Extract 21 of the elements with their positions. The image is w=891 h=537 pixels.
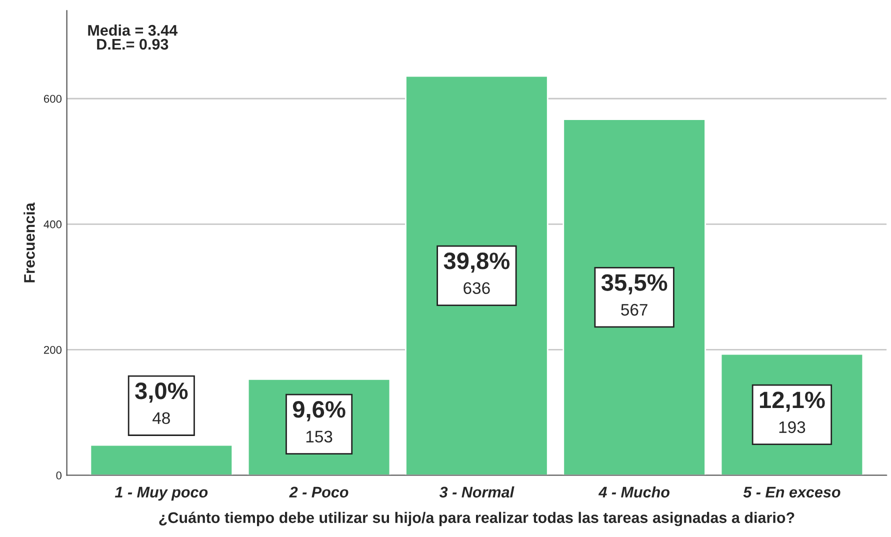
text: 12,1% 193 (760, 392, 825, 434)
y-axis-title: Frecuencia (24, 202, 35, 282)
x-tick-label: 3 - Normal (439, 486, 514, 498)
bar (90, 444, 234, 476)
text: 3,0% 48 (135, 382, 188, 424)
y-tick-label: 400 (44, 220, 62, 228)
text: 9,6% 153 (292, 401, 346, 443)
x-tick-label: 2 - Poco (289, 486, 348, 498)
y-tick-label: 0 (56, 472, 62, 480)
y-tick-label: 200 (44, 346, 62, 354)
x-tick-label: 4 - Mucho (598, 486, 670, 498)
bar (405, 75, 548, 476)
bar (562, 118, 706, 476)
annotation: Media = 3.44 (88, 24, 178, 36)
x-tick-label: 1 - Muy poco (114, 486, 208, 501)
text: 39,8% 636 (444, 252, 510, 294)
y-tick-label: 600 (44, 94, 62, 103)
x-axis-title: ¿Cuánto tiempo debe utilizar su hijo/a para realizar todas las tareas asignadas a diario? (159, 512, 794, 526)
x-tick-label: 5 - En exceso (743, 486, 840, 498)
annotation: D.E.= 0.93 (97, 38, 168, 50)
text: 35,5% 567 (601, 274, 668, 316)
